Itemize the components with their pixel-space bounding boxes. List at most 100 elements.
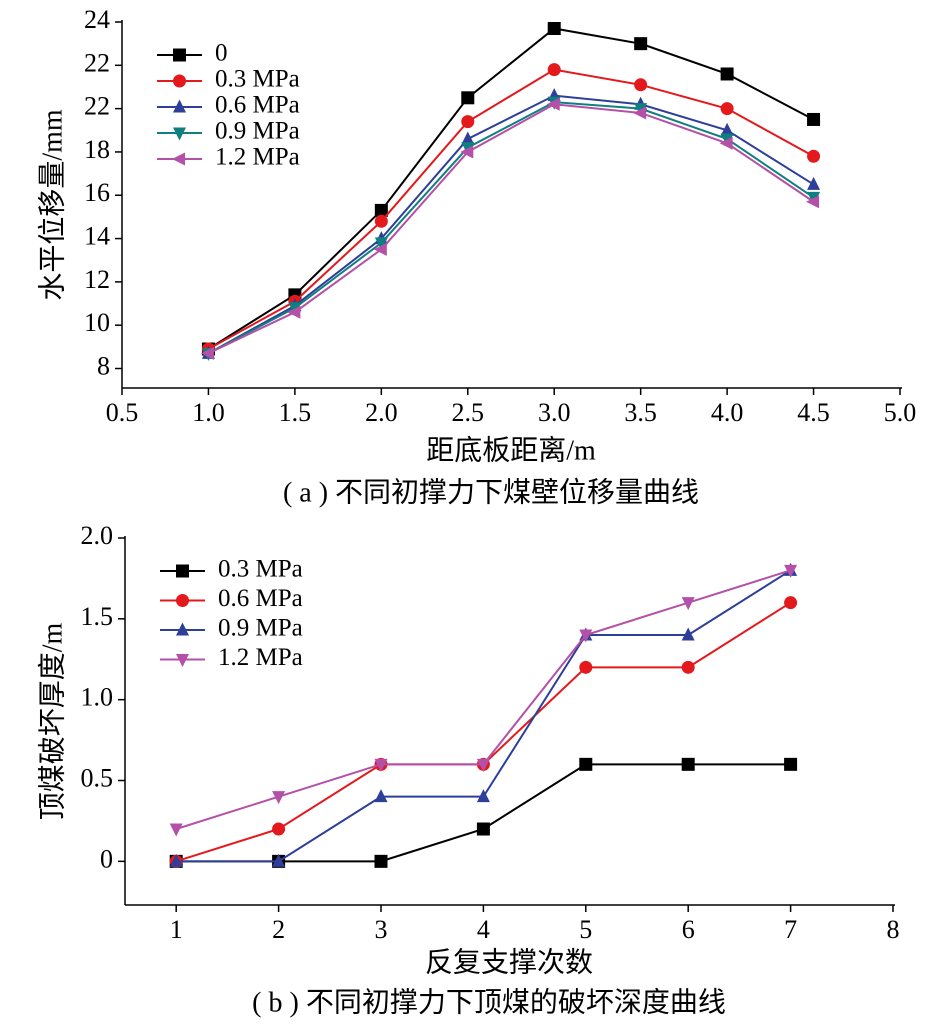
marker (807, 176, 821, 190)
x-tick-label: 5 (579, 915, 592, 944)
marker (806, 195, 820, 209)
y-tick-label: 8 (97, 351, 110, 380)
x-tick-label: 2.5 (452, 398, 485, 427)
x-tick-label: 7 (784, 915, 797, 944)
marker (374, 758, 388, 772)
x-tick-label: 6 (682, 915, 695, 944)
marker (633, 106, 647, 120)
marker (169, 853, 183, 867)
series-line (207, 27, 815, 350)
marker (476, 822, 490, 836)
marker (634, 78, 648, 92)
x-tick-label: 2.0 (365, 398, 398, 427)
marker (173, 127, 186, 141)
marker (272, 853, 286, 867)
marker (374, 237, 388, 251)
marker (460, 145, 474, 159)
marker (173, 99, 186, 113)
marker (784, 757, 798, 771)
marker (374, 789, 388, 803)
marker (176, 622, 189, 636)
marker (634, 37, 648, 51)
marker (784, 564, 798, 578)
x-tick-label: 3.5 (624, 398, 657, 427)
y-tick-label: 10 (84, 308, 110, 337)
legend-label: 0.9 MPa (215, 118, 300, 145)
x-tick-label: 2 (272, 915, 285, 944)
marker (784, 596, 798, 610)
series-line (208, 103, 815, 355)
marker (176, 594, 189, 607)
marker (374, 203, 388, 217)
legend-label: 0.9 MPa (218, 615, 303, 642)
x-tick-label: 0.5 (106, 398, 139, 427)
x-tick-label: 5.0 (884, 398, 917, 427)
marker (681, 627, 695, 641)
series-line (207, 101, 815, 355)
legend-label: 0.3 MPa (215, 66, 300, 93)
marker (173, 74, 186, 88)
y-tick-label: 18 (84, 135, 110, 164)
marker (579, 629, 593, 643)
x-tick-label: 3.0 (538, 398, 571, 427)
marker (476, 789, 490, 803)
series-line (207, 94, 815, 355)
marker (172, 152, 185, 166)
marker (681, 757, 695, 771)
marker (547, 21, 561, 35)
marker (272, 791, 286, 805)
marker (169, 823, 183, 837)
y-tick-label: 24 (84, 5, 110, 34)
y-tick-label: 2.0 (81, 521, 114, 550)
caption: ( a ) 不同初撑力下煤壁位移量曲线 (283, 476, 699, 508)
marker (272, 822, 286, 836)
marker (681, 597, 695, 611)
marker (720, 67, 734, 81)
x-tick-label: 3 (375, 915, 388, 944)
marker (720, 122, 734, 136)
marker (807, 149, 821, 163)
y-tick-label: 22 (84, 48, 110, 77)
x-axis-label: 距底板距离/m (426, 434, 596, 466)
series-line (207, 68, 815, 350)
y-tick-label: 1.5 (81, 602, 114, 631)
y-tick-label: 14 (84, 222, 110, 251)
marker (579, 757, 593, 771)
y-tick-label: 1.0 (81, 683, 114, 712)
marker (176, 654, 189, 667)
marker (373, 242, 387, 256)
marker (807, 112, 821, 126)
legend-label: 0.6 MPa (218, 585, 303, 612)
y-tick-label: 22 (84, 92, 110, 121)
marker (719, 136, 733, 150)
marker (579, 660, 593, 674)
y-axis-label: 水平位移量/mm (36, 109, 68, 301)
marker (200, 346, 214, 360)
marker (287, 305, 301, 319)
x-tick-label: 1.5 (279, 398, 312, 427)
marker (374, 854, 388, 868)
legend-label: 1.2 MPa (215, 144, 300, 171)
legend-label: 0.3 MPa (218, 556, 303, 583)
y-tick-label: 0 (100, 844, 113, 873)
y-tick-label: 12 (84, 265, 110, 294)
y-tick-label: 16 (84, 178, 110, 207)
y-axis-label: 顶煤破坏厚度/m (36, 623, 68, 821)
marker (720, 102, 734, 116)
marker (476, 758, 490, 772)
marker (461, 115, 475, 129)
y-tick-label: 0.5 (81, 763, 114, 792)
marker (374, 214, 388, 228)
caption: ( b ) 不同初撑力下顶煤的破坏深度曲线 (252, 986, 726, 1018)
x-tick-label: 1 (170, 915, 183, 944)
marker (461, 91, 475, 105)
x-tick-label: 1.0 (192, 398, 225, 427)
x-axis-label: 反复支撑次数 (425, 946, 593, 978)
marker (546, 97, 560, 111)
legend-label: 1.2 MPa (218, 644, 303, 671)
x-tick-label: 4 (477, 915, 490, 944)
legend-label: 0.6 MPa (215, 92, 300, 119)
marker (547, 63, 561, 77)
x-tick-label: 8 (887, 915, 900, 944)
